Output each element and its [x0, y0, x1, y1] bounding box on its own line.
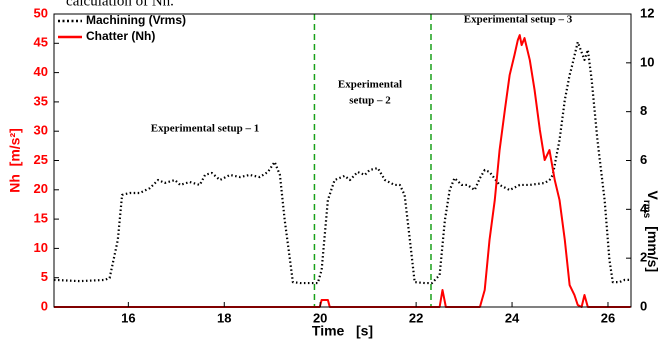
- y2-tick-label: 2: [640, 250, 647, 265]
- x-tick-label: 24: [505, 310, 520, 325]
- annotation: setup – 2: [349, 95, 391, 107]
- caption-fragment: calculation of Nh.: [66, 0, 174, 9]
- y-tick-label: 30: [34, 123, 48, 138]
- y2-axis-label-unit: [mm/s]: [645, 226, 661, 272]
- y-tick-label: 0: [41, 298, 48, 313]
- y-tick-label: 45: [34, 35, 48, 50]
- y-tick-label: 20: [34, 181, 48, 196]
- y2-tick-label: 4: [640, 201, 648, 216]
- annotation: Experimental setup – 1: [151, 123, 259, 135]
- y2-tick-label: 10: [640, 54, 654, 69]
- y-tick-label: 35: [34, 93, 48, 108]
- x-tick-label: 18: [217, 310, 231, 325]
- x-tick-label: 22: [409, 310, 423, 325]
- x-tick-label: 20: [313, 310, 327, 325]
- y2-tick-label: 8: [640, 103, 647, 118]
- x-axis-label: Time [s]: [312, 323, 373, 339]
- legend-label: Chatter (Nh): [86, 29, 155, 43]
- y-tick-label: 25: [34, 152, 48, 167]
- y-tick-label: 15: [34, 211, 48, 226]
- y-axis-label: Nh [m/s²]: [7, 128, 23, 193]
- y2-axis-label-sub: rms: [641, 200, 652, 219]
- y-tick-label: 5: [41, 269, 48, 284]
- y2-tick-label: 6: [640, 152, 647, 167]
- y2-axis-label: Vrms [mm/s]: [641, 191, 661, 273]
- annotation: Experimental setup – 3: [464, 14, 573, 26]
- x-tick-label: 26: [601, 310, 615, 325]
- annotation: Experimental: [338, 79, 402, 91]
- y-tick-label: 10: [34, 240, 48, 255]
- y2-tick-label: 12: [640, 5, 654, 20]
- series-line: [54, 34, 631, 308]
- y2-tick-label: 0: [640, 298, 647, 313]
- legend-label: Machining (Vrms): [86, 13, 186, 27]
- y-tick-label: 50: [34, 5, 48, 20]
- x-tick-label: 16: [121, 310, 135, 325]
- y-tick-label: 40: [34, 64, 48, 79]
- y2-axis-label-main: V: [645, 191, 661, 201]
